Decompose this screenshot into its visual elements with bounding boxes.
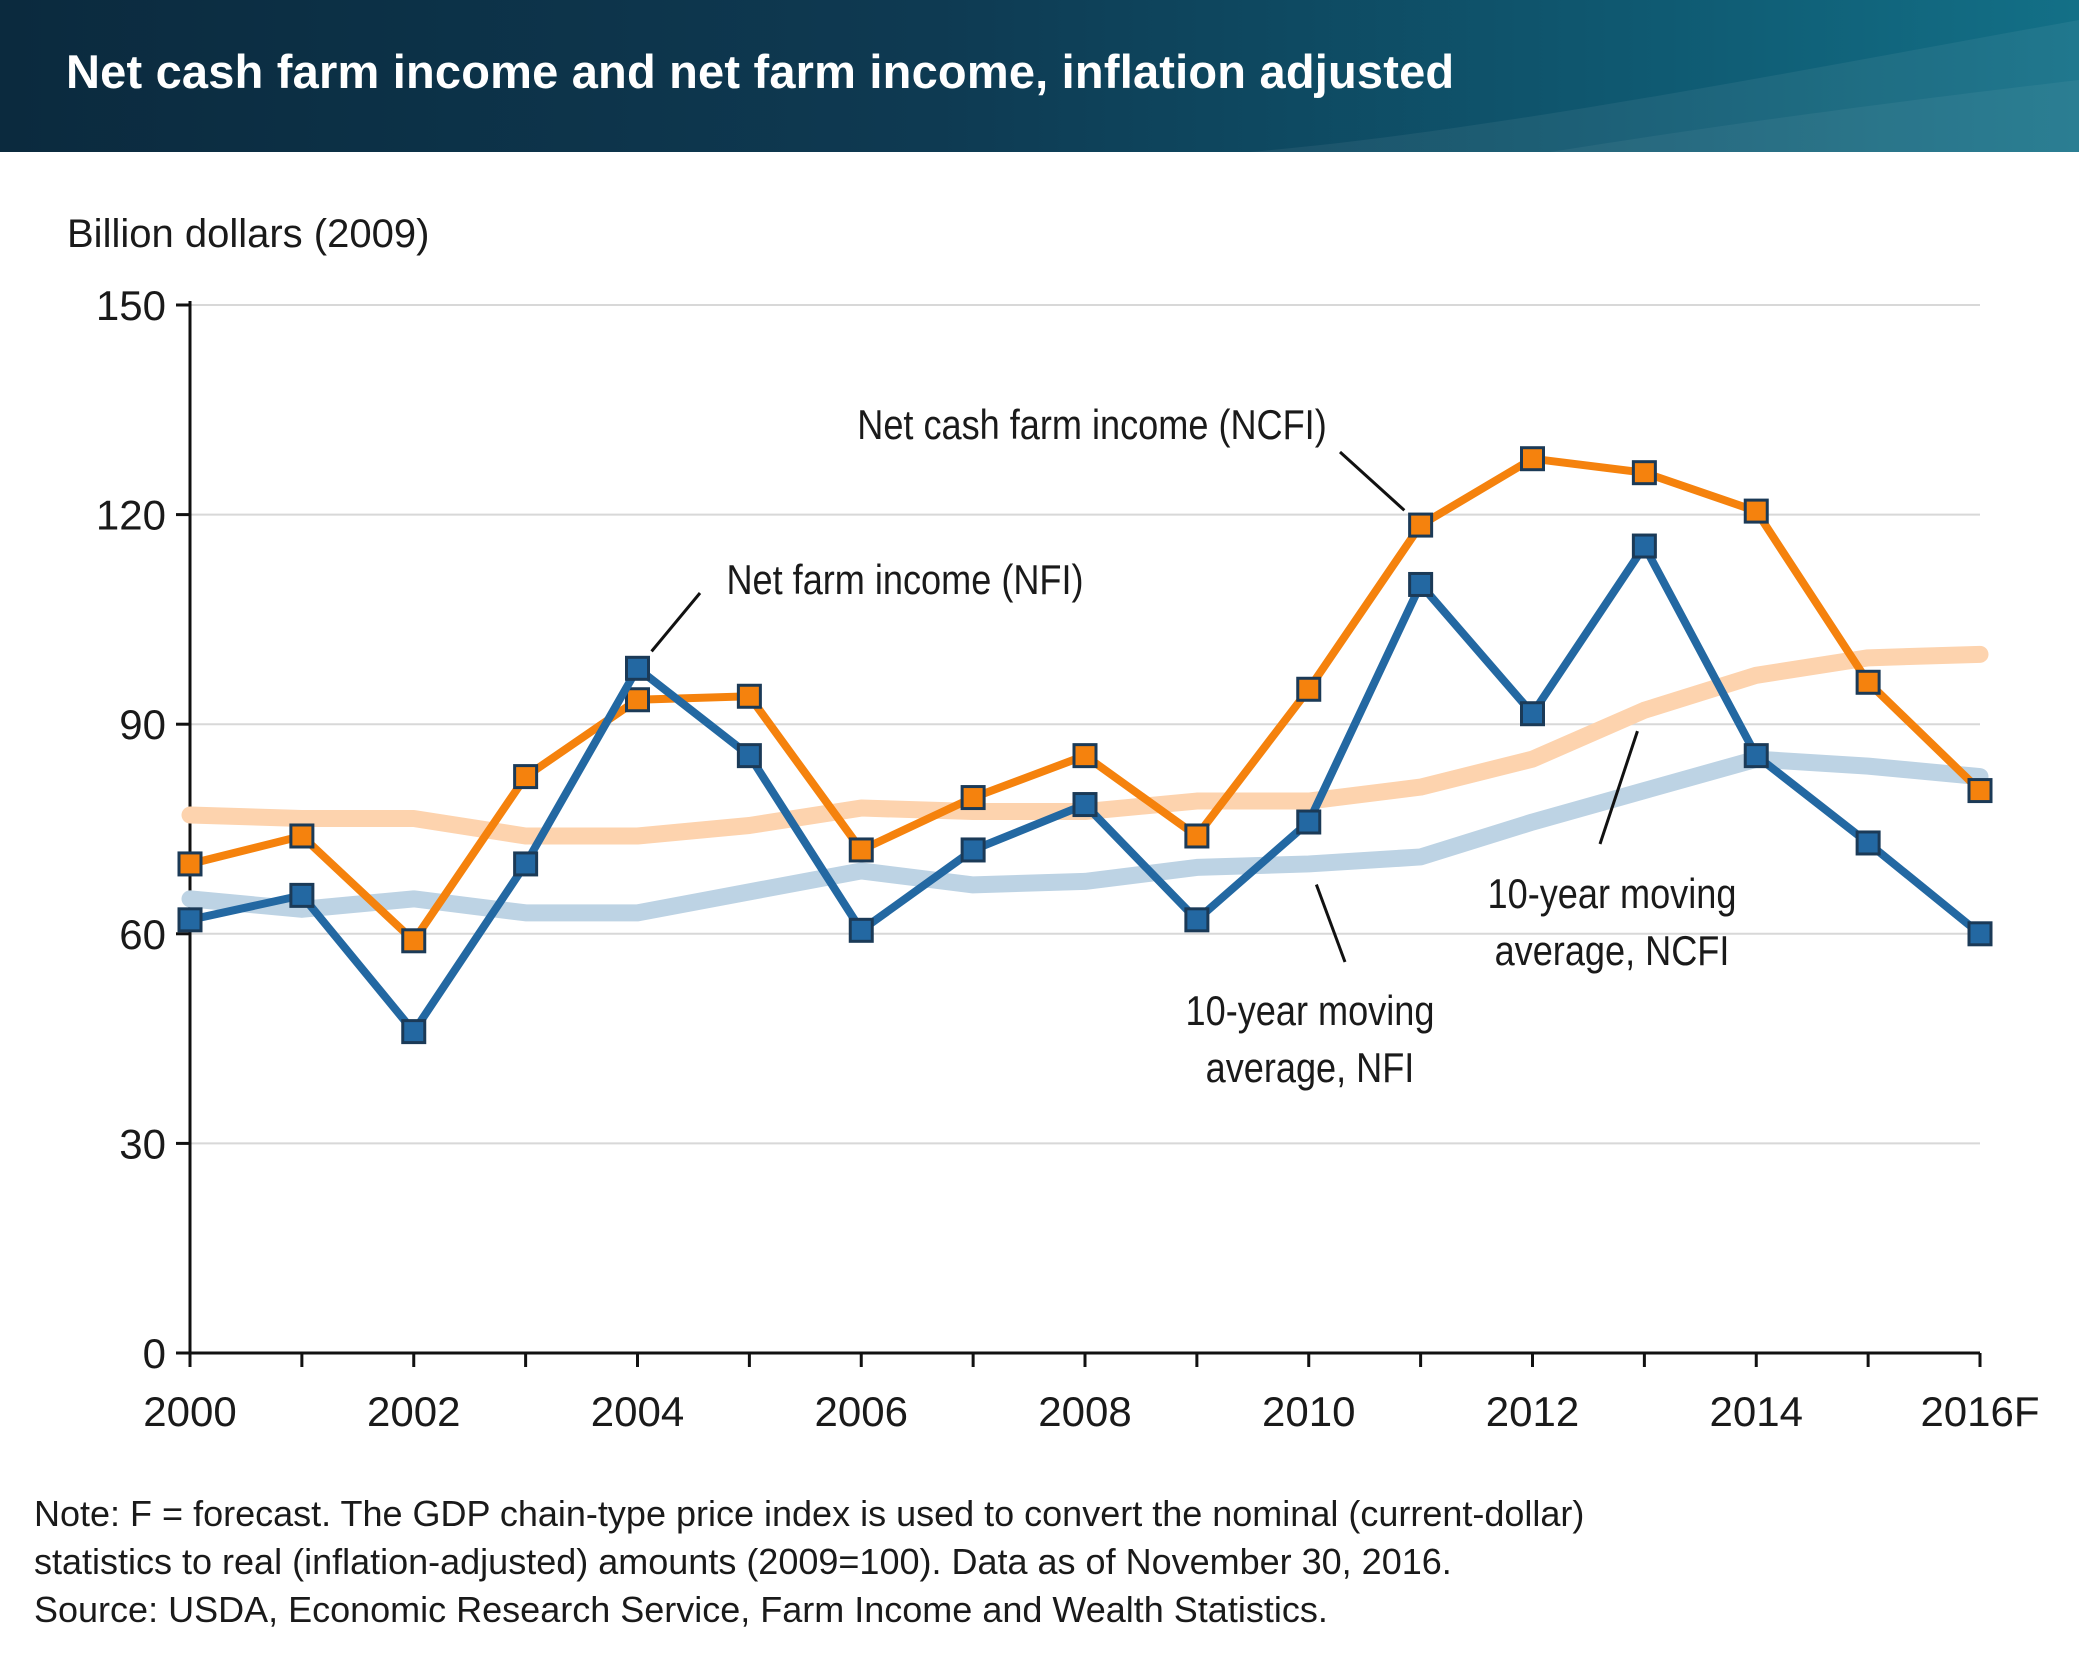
data-point-nfi [625, 655, 650, 681]
data-point-ncfi [848, 837, 874, 863]
x-tick-label: 2008 [1038, 1388, 1131, 1435]
x-tick-label: 2006 [815, 1388, 908, 1435]
data-point-ncfi [177, 851, 203, 877]
annotation-label-nfi-avg: 10-year moving [1186, 989, 1435, 1035]
data-point-nfi [1631, 533, 1657, 559]
x-tick-label: 2016F [1920, 1388, 2039, 1435]
series-line-ncfi [189, 454, 1983, 947]
data-point-nfi [1408, 571, 1434, 597]
data-point-ncfi [1408, 512, 1434, 538]
data-point-nfi [1967, 921, 1993, 947]
data-point-ncfi [1967, 778, 1993, 804]
data-point-nfi [1184, 907, 1210, 933]
annotation-leader-ncfi-avg [1598, 730, 1639, 845]
y-tick-label: 150 [96, 282, 166, 329]
data-point-ncfi [1743, 498, 1769, 524]
data-point-ncfi [289, 823, 315, 849]
annotation-label-ncfi: Net cash farm income (NCFI) [857, 403, 1326, 449]
x-tick-label: 2004 [591, 1388, 684, 1435]
data-point-ncfi [401, 928, 427, 954]
source-line: Source: USDA, Economic Research Service,… [34, 1589, 1328, 1630]
data-point-ncfi [1520, 446, 1545, 472]
annotation-label-nfi: Net farm income (NFI) [726, 558, 1083, 604]
annotation-label-nfi-avg: average, NFI [1206, 1046, 1415, 1092]
data-point-ncfi [625, 687, 650, 713]
data-point-nfi [960, 837, 986, 863]
data-point-ncfi [1296, 676, 1322, 702]
y-tick-label: 120 [96, 492, 166, 539]
data-point-nfi [177, 907, 203, 933]
title-banner: Net cash farm income and net farm income… [0, 0, 2079, 152]
data-point-ncfi [513, 764, 539, 790]
data-point-ncfi [1855, 669, 1881, 695]
y-tick-label: 60 [119, 911, 166, 958]
banner-decoration [1250, 20, 2079, 152]
data-point-nfi [1855, 830, 1881, 856]
annotation-leader-nfi [650, 592, 702, 653]
x-tick-label: 2012 [1486, 1388, 1579, 1435]
data-point-nfi [513, 851, 539, 877]
y-axis-label: Billion dollars (2009) [67, 212, 429, 256]
data-point-nfi [1296, 809, 1322, 835]
data-point-ncfi [1631, 460, 1657, 486]
footnote: Note: F = forecast. The GDP chain-type p… [34, 1490, 2054, 1634]
x-tick-label: 2000 [143, 1388, 236, 1435]
x-tick-label: 2014 [1710, 1388, 1803, 1435]
data-point-nfi [1072, 792, 1098, 818]
series-line-nfi-avg [181, 750, 1989, 922]
annotation-label-ncfi-avg: average, NCFI [1495, 929, 1730, 975]
x-tick-label: 2002 [367, 1388, 460, 1435]
y-tick-label: 90 [119, 701, 166, 748]
note-line-2: statistics to real (inflation-adjusted) … [34, 1541, 1452, 1582]
annotation-leader-ncfi [1338, 450, 1406, 512]
data-point-ncfi [736, 683, 762, 709]
note-line-1: Note: F = forecast. The GDP chain-type p… [34, 1493, 1585, 1534]
data-point-nfi [401, 1019, 427, 1045]
data-point-nfi [736, 743, 762, 769]
line-chart: Billion dollars (2009) 0 30 60 90 120 150 2000 2… [67, 212, 2040, 1435]
data-point-nfi [1743, 743, 1769, 769]
data-point-ncfi [960, 785, 986, 811]
data-point-nfi [1520, 701, 1545, 727]
chart-title: Net cash farm income and net farm income… [66, 45, 1455, 98]
data-point-nfi [848, 917, 874, 943]
x-tick-label: 2010 [1262, 1388, 1355, 1435]
data-point-nfi [289, 882, 315, 908]
annotation-label-ncfi-avg: 10-year moving [1488, 872, 1737, 918]
y-tick-label: 30 [119, 1120, 166, 1167]
y-tick-label: 0 [143, 1330, 166, 1377]
data-point-ncfi [1072, 743, 1098, 769]
annotation-leader-nfi-avg [1314, 884, 1347, 963]
data-point-ncfi [1184, 823, 1210, 849]
